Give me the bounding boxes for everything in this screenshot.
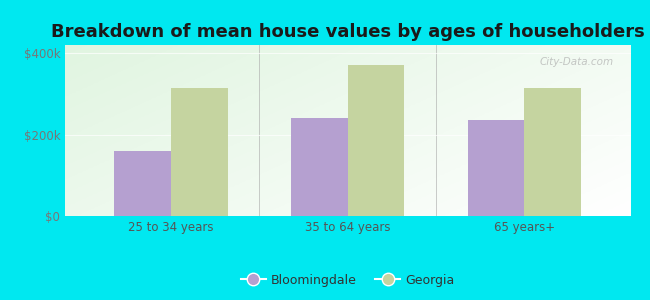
Bar [291,118,348,216]
Bar [114,151,171,216]
Bar [468,120,525,216]
Bar [348,65,404,216]
Bar [171,88,228,216]
Legend: Bloomingdale, Georgia: Bloomingdale, Georgia [240,274,455,286]
Text: City-Data.com: City-Data.com [540,57,614,67]
Bar [525,88,581,216]
Title: Breakdown of mean house values by ages of householders: Breakdown of mean house values by ages o… [51,23,645,41]
